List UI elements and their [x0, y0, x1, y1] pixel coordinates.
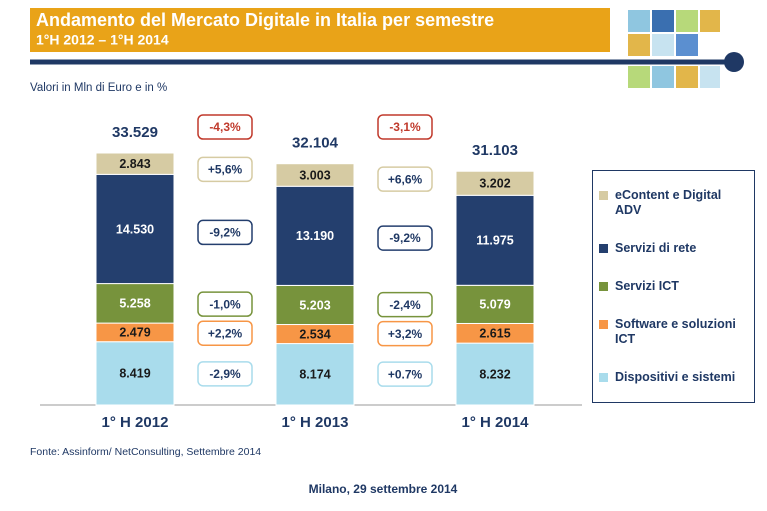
change-label: -3,1% [389, 120, 421, 134]
change-label: -9,2% [389, 231, 421, 245]
legend-swatch [599, 191, 608, 201]
legend-swatch [599, 244, 608, 254]
legend-item: Servizi ICT [599, 279, 748, 294]
value-label: 2.615 [479, 327, 510, 341]
period: 1°H 2012 – 1°H 2014 [36, 32, 169, 48]
bar-segment [275, 284, 355, 326]
change-label: -4,3% [209, 120, 241, 134]
change-label: -2,4% [389, 298, 421, 312]
bar-segment [95, 173, 175, 285]
legend-item: Dispositivi e sistemi [599, 370, 748, 385]
bar-segment [95, 283, 175, 324]
value-label: 13.190 [296, 229, 334, 243]
legend-swatch [599, 281, 608, 291]
x-tick-label: 1° H 2012 [102, 414, 169, 431]
bar-segment [455, 342, 535, 406]
value-label: 5.258 [119, 297, 150, 311]
change-label: +6,6% [388, 172, 423, 186]
bar-segment [275, 163, 355, 187]
legend-swatch [599, 319, 608, 329]
change-box [377, 114, 433, 140]
change-label: -2,9% [209, 367, 241, 381]
change-label: -1,0% [209, 297, 241, 311]
logo [628, 10, 720, 88]
value-label: 8.174 [299, 368, 330, 382]
change-box [377, 225, 433, 251]
change-box [197, 291, 253, 317]
change-label: +3,2% [388, 327, 423, 341]
change-label: +0.7% [388, 367, 423, 381]
value-label: 5.203 [299, 298, 330, 312]
bar-segment [275, 343, 355, 406]
value-label: 3.202 [479, 177, 510, 191]
value-label: 11.975 [476, 234, 514, 248]
value-label: 8.232 [479, 367, 510, 381]
source: Fonte: Assinform/ NetConsulting, Settemb… [30, 446, 261, 458]
title-banner [30, 8, 610, 52]
legend-item: Servizi di rete [599, 241, 748, 256]
bar-segment [455, 170, 535, 196]
value-label: 2.479 [119, 326, 150, 340]
legend: eContent e Digital ADV Servizi di rete Ser… [592, 170, 755, 403]
change-box [377, 291, 433, 318]
change-box [197, 156, 253, 183]
change-box [377, 361, 433, 387]
change-box [197, 320, 253, 346]
title: Andamento del Mercato Digitale in Italia… [36, 10, 494, 30]
legend-label: Servizi di rete [615, 241, 697, 256]
value-label: 2.843 [119, 157, 150, 171]
legend-swatch [599, 372, 608, 382]
legend-label: Servizi ICT [615, 278, 679, 293]
legend-label: Software e soluzioni ICT [615, 316, 736, 346]
footer: Milano, 29 settembre 2014 [309, 482, 458, 496]
bar-segment [455, 284, 535, 324]
bar-segment [455, 194, 535, 286]
value-label: 14.530 [116, 222, 154, 236]
change-box [377, 166, 433, 192]
subtitle: Valori in Mln di Euro e in % [30, 82, 167, 94]
bar-segment [275, 185, 355, 286]
change-box [197, 219, 253, 246]
change-box [197, 361, 253, 387]
bar-segment [95, 341, 175, 406]
total-label: 32.104 [292, 135, 339, 152]
header-dot [724, 52, 744, 72]
total-label: 31.103 [472, 142, 518, 159]
value-label: 3.003 [299, 168, 330, 182]
legend-item: Software e soluzioni ICT [599, 317, 748, 347]
change-label: +5,6% [208, 163, 243, 177]
change-box [197, 114, 253, 140]
value-label: 8.419 [119, 367, 150, 381]
legend-item: eContent e Digital ADV [599, 188, 748, 218]
x-tick-label: 1° H 2013 [282, 414, 349, 431]
change-box [377, 320, 433, 347]
bar-segment [95, 152, 175, 175]
value-label: 2.534 [299, 327, 330, 341]
legend-label: Dispositivi e sistemi [615, 369, 736, 384]
change-label: -9,2% [209, 226, 241, 240]
x-tick-label: 1° H 2014 [462, 414, 530, 431]
value-label: 5.079 [479, 298, 510, 312]
change-label: +2,2% [208, 326, 243, 340]
legend-label: eContent e Digital ADV [615, 188, 722, 218]
total-label: 33.529 [112, 124, 158, 141]
